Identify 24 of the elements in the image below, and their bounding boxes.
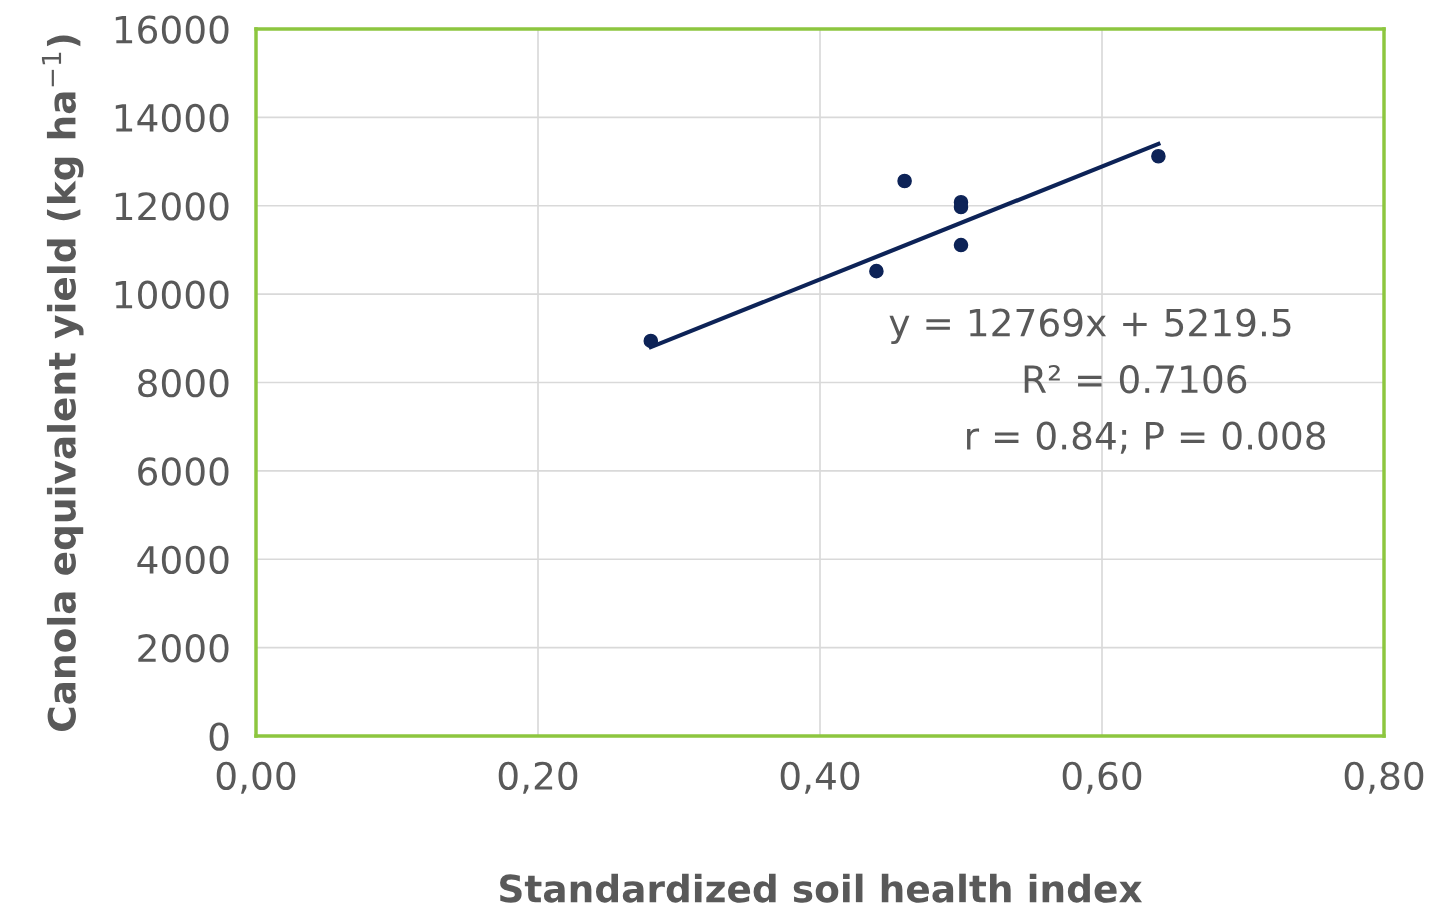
x-axis-title: Standardized soil health index [500,873,1143,903]
x-tick-label: 0,00 [216,761,296,794]
point [643,333,659,349]
y-tick-label: 14000 [115,103,229,133]
point [953,237,969,253]
point [869,263,884,279]
x-tick-label: 0,80 [1344,761,1424,794]
annotation: r = 0.84; P = 0.008 [967,421,1326,454]
y-tick-label: 8000 [138,368,229,398]
annotation: R² = 0.7106 [1024,365,1247,394]
y-tick-label: 10000 [115,280,229,309]
y-tick-label: 2000 [138,634,229,663]
y-tick-label: 16000 [115,15,229,44]
x-tick-label: 0,60 [1062,761,1142,794]
annotation: y = 12769x + 5219.5 [889,308,1291,345]
point [1151,148,1166,164]
y-tick-label: 6000 [138,457,229,486]
x-tick-label: 0,40 [780,761,860,794]
y-axis-title: Canola equivalent yield (kg ha$^{−1}$) [41,35,84,732]
y-tick-label: 12000 [115,192,229,221]
y-tick-label: 4000 [137,545,229,575]
point [897,173,912,189]
x-tick-label: 0,20 [498,761,578,794]
y-tick-label: 0 [209,722,229,751]
